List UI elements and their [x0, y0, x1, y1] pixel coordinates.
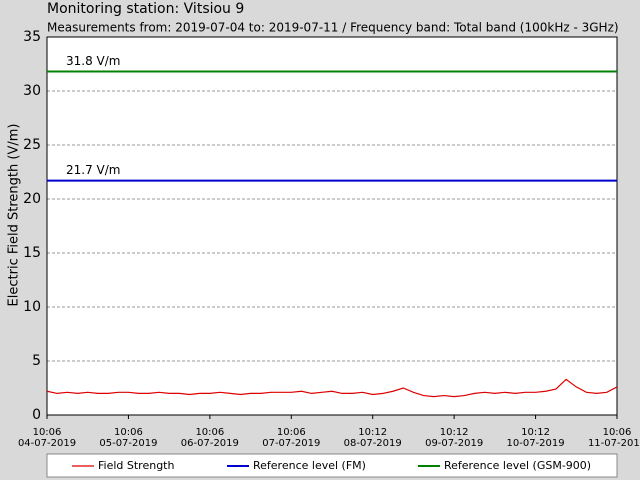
y-tick-label: 15: [23, 245, 41, 261]
legend: [46, 453, 618, 478]
x-tick-label: 10:06 04-07-2019: [18, 427, 76, 449]
x-tick-label-line: 10:06: [277, 427, 306, 438]
x-tick-label-line: 08-07-2019: [344, 438, 402, 449]
legend-label: Field Strength: [98, 459, 174, 472]
y-tick-label: 25: [23, 137, 41, 153]
x-tick-label: 10:12 09-07-2019: [425, 427, 483, 449]
x-tick-label-line: 10:12: [440, 427, 469, 438]
plot-area: [47, 37, 617, 415]
y-tick-label: 20: [23, 191, 41, 207]
plot-frame: [46, 36, 618, 416]
x-tick-label-line: 10:06: [114, 427, 143, 438]
x-tick-label-line: 06-07-2019: [181, 438, 239, 449]
series-line: [46, 378, 618, 398]
x-tick-label-line: 10:06: [33, 427, 62, 438]
x-tick-label: 10:06 05-07-2019: [99, 427, 157, 449]
x-tick-label-line: 07-07-2019: [262, 438, 320, 449]
x-tick-label-line: 10:06: [195, 427, 224, 438]
x-tick-label-line: 10:06: [603, 427, 632, 438]
x-tick-label: 10:06 06-07-2019: [181, 427, 239, 449]
x-tick-label: 10:12 08-07-2019: [344, 427, 402, 449]
x-tick-label: 10:06 07-07-2019: [262, 427, 320, 449]
x-tick-label-line: 09-07-2019: [425, 438, 483, 449]
x-tick-label-line: 11-07-2019: [588, 438, 640, 449]
reference-label: 31.8 V/m: [66, 54, 120, 68]
x-tick-label-line: 10-07-2019: [507, 438, 565, 449]
chart-title: Monitoring station: Vitsiou 9: [47, 1, 244, 17]
y-axis-label: Electric Field Strength (V/m): [7, 124, 22, 307]
x-tick-label-line: 10:12: [521, 427, 550, 438]
chart-subtitle: Measurements from: 2019-07-04 to: 2019-0…: [47, 21, 619, 35]
x-tick-label-line: 04-07-2019: [18, 438, 76, 449]
y-tick-label: 10: [23, 299, 41, 315]
x-tick-label-line: 05-07-2019: [99, 438, 157, 449]
y-tick-label: 35: [23, 29, 41, 45]
y-tick-label: 0: [32, 407, 41, 423]
x-tick-label-line: 10:12: [358, 427, 387, 438]
reference-label: 21.7 V/m: [66, 163, 120, 177]
legend-label: Reference level (FM): [253, 459, 366, 472]
legend-label: Reference level (GSM-900): [444, 459, 591, 472]
y-tick-label: 5: [32, 353, 41, 369]
y-tick-label: 30: [23, 83, 41, 99]
x-tick-label: 10:12 10-07-2019: [507, 427, 565, 449]
